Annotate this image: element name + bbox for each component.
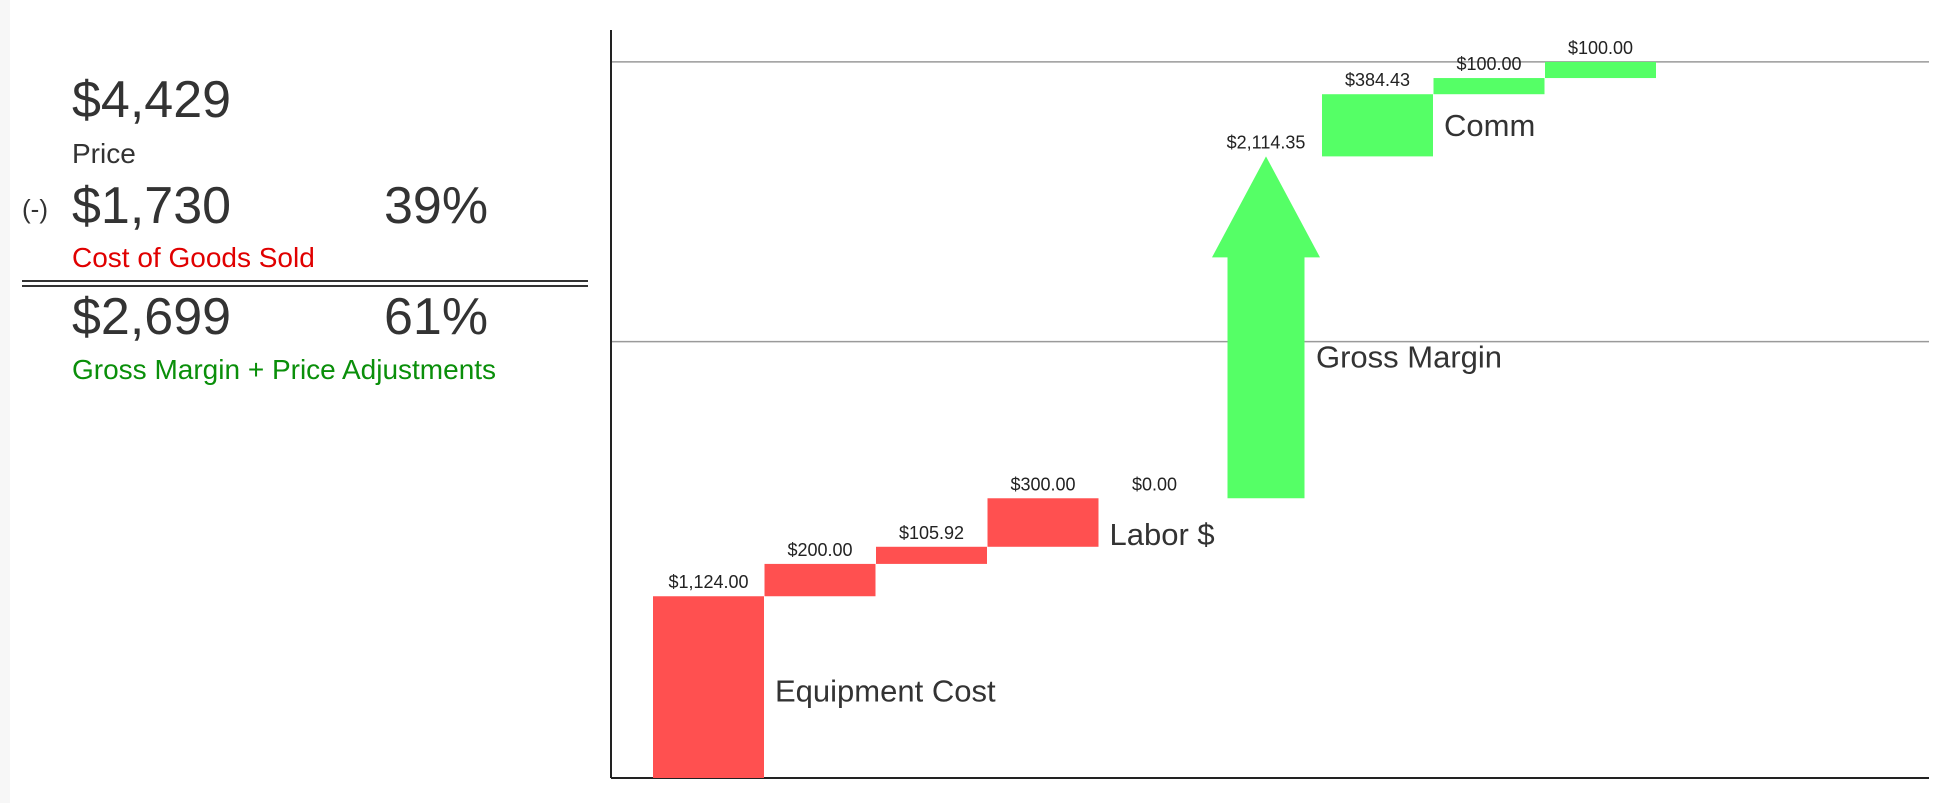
margin-label: Gross Margin + Price Adjustments	[72, 354, 497, 385]
waterfall-bar	[764, 563, 876, 597]
waterfall-bar	[1545, 61, 1656, 79]
value-label: $200.00	[787, 540, 852, 560]
value-label: $384.43	[1345, 70, 1410, 90]
annotation-label: Gross Margin	[1316, 339, 1502, 374]
total-double-rule	[22, 280, 588, 287]
value-label: $100.00	[1568, 38, 1633, 58]
cogs-label: Cost of Goods Sold	[72, 242, 315, 273]
waterfall-bar	[1322, 94, 1433, 157]
annotation-label: Equipment Cost	[775, 674, 996, 709]
value-label: $1,124.00	[668, 572, 748, 592]
annotation-label: Comm	[1444, 108, 1535, 143]
margin-percent: 61%	[384, 288, 489, 346]
waterfall-arrow	[1212, 156, 1320, 499]
left-edge-strip	[0, 0, 10, 803]
value-label: $105.92	[899, 523, 964, 543]
cogs-amount: $1,730	[72, 177, 232, 235]
value-label: $0.00	[1132, 474, 1177, 494]
annotation-label: Labor $	[1110, 517, 1215, 552]
waterfall-bar	[653, 596, 764, 778]
value-label: $100.00	[1456, 54, 1521, 74]
waterfall-bar	[876, 546, 987, 564]
price-amount: $4,429	[72, 71, 232, 129]
margin-summary-panel: $4,429 Price (-) $1,730 39% Cost of Good…	[0, 0, 600, 420]
subtract-sign: (-)	[22, 194, 48, 224]
waterfall-bar	[1433, 78, 1545, 95]
price-label: Price	[72, 138, 136, 169]
value-label: $300.00	[1010, 474, 1075, 494]
margin-amount: $2,699	[72, 288, 232, 346]
waterfall-bar	[987, 498, 1099, 547]
cogs-percent: 39%	[384, 177, 489, 235]
value-label: $2,114.35	[1227, 132, 1306, 152]
